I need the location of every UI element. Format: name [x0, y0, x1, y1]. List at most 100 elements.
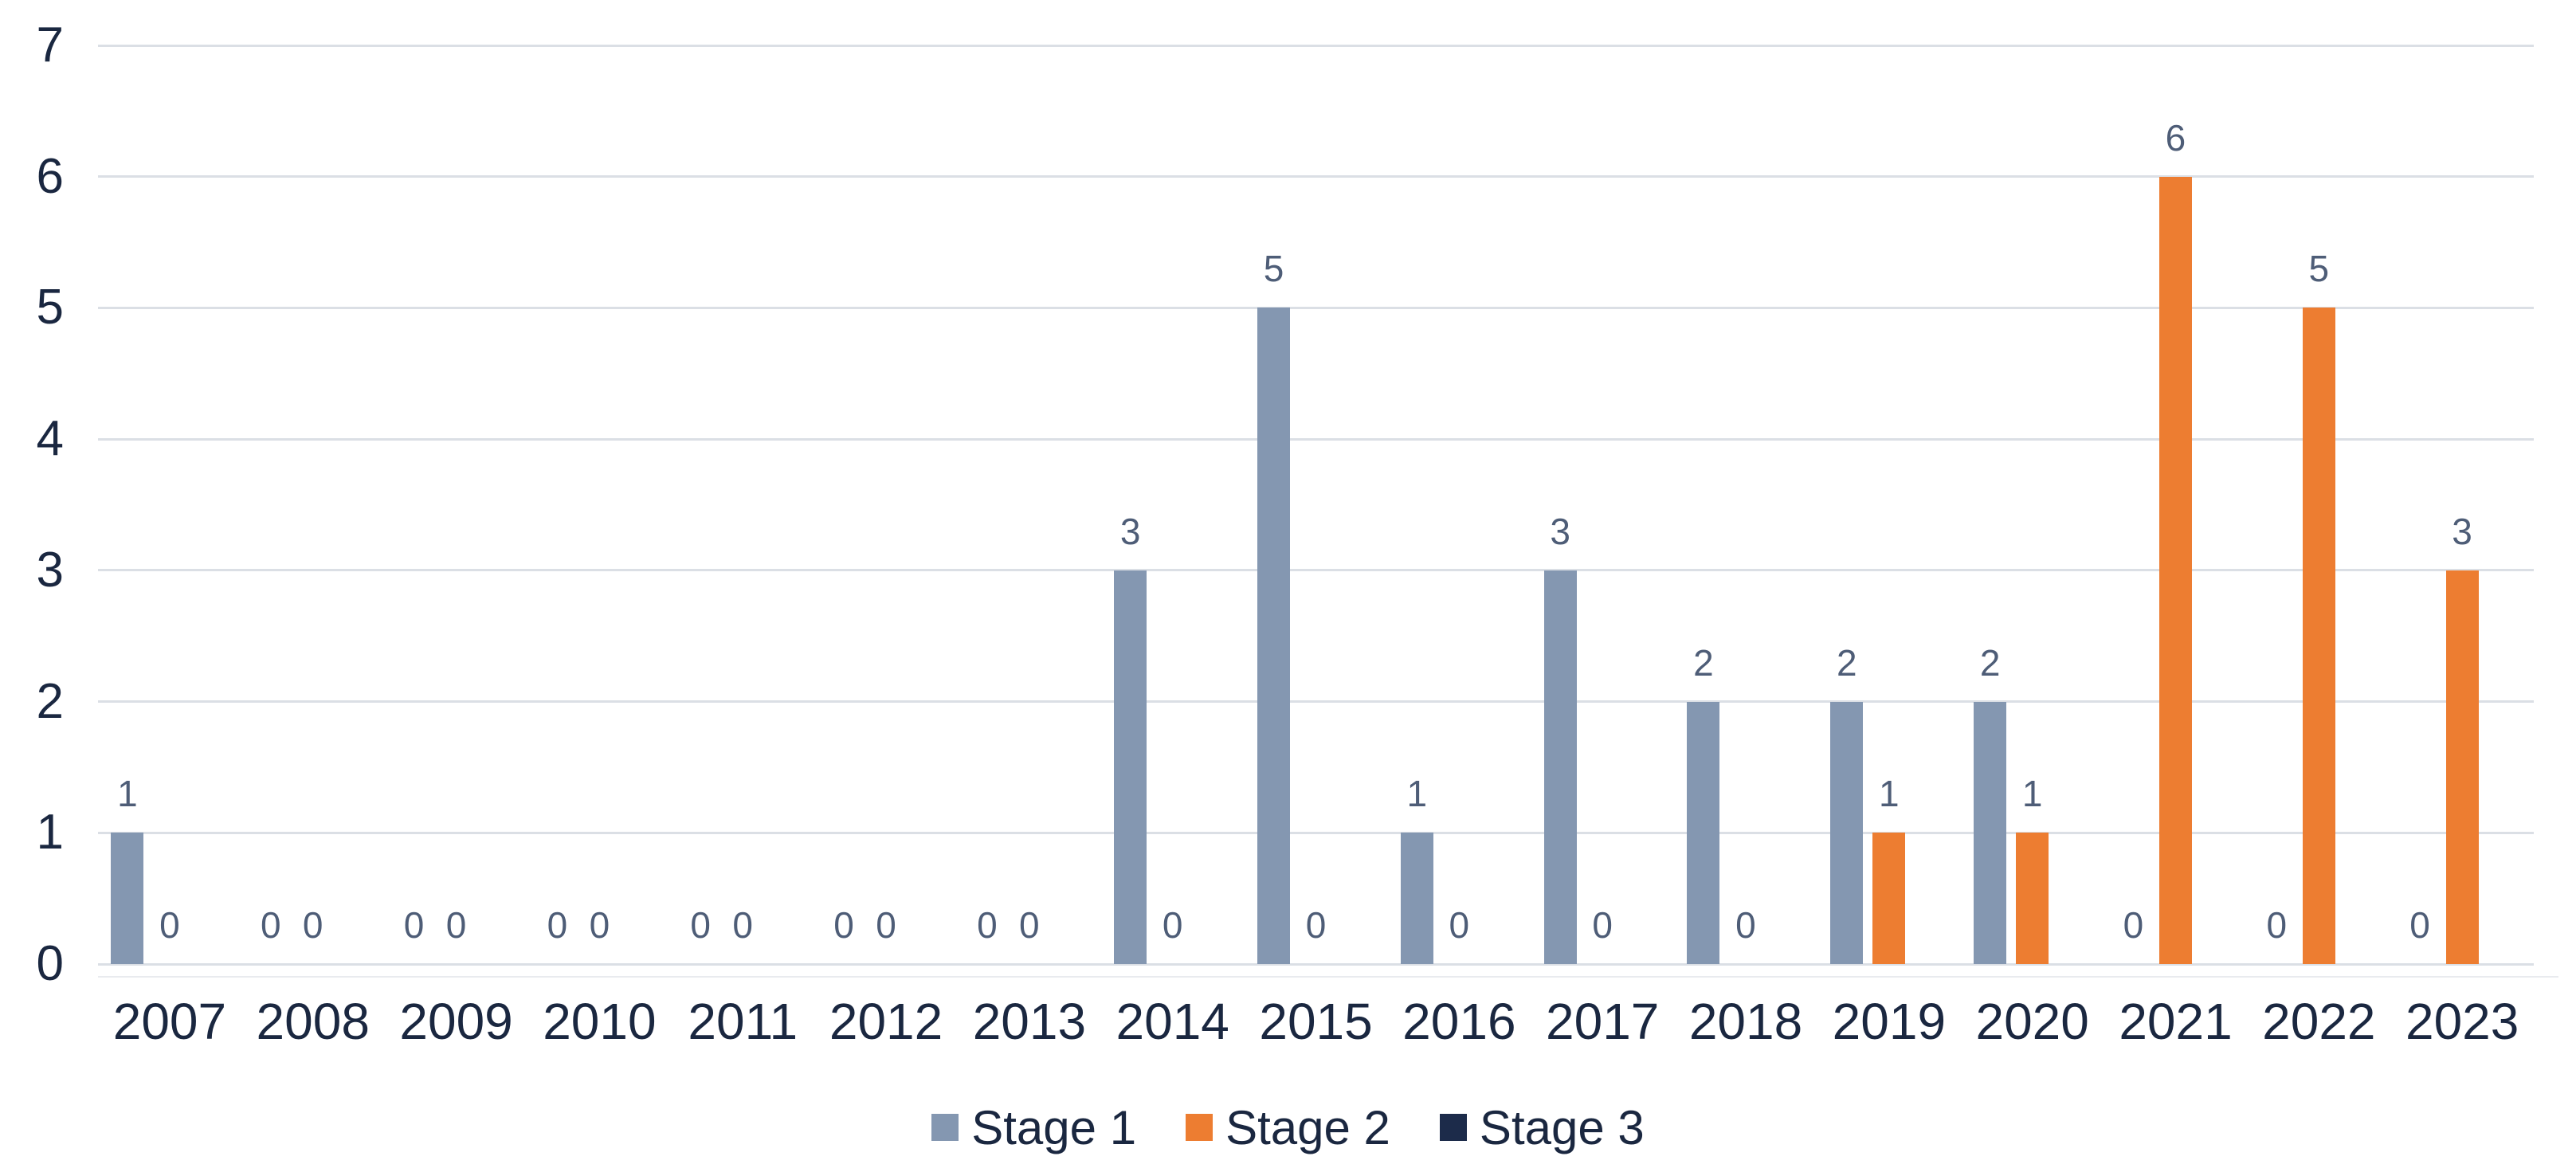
gridline-y-6 [98, 175, 2534, 178]
data-label-stage-1-2022: 0 [2266, 904, 2288, 946]
data-label-stage-1-2021: 0 [2123, 904, 2144, 946]
bar-stage-2-2023 [2445, 570, 2479, 964]
y-axis: 0 1 2 3 4 5 6 7 [0, 0, 64, 1168]
data-label-stage-1-2019: 2 [1837, 641, 1857, 684]
legend-item-stage-1: Stage 1 [931, 1100, 1136, 1155]
data-label-stage-2-2010: 0 [589, 904, 610, 946]
x-axis-line [98, 976, 2558, 978]
legend-swatch-stage-2 [1186, 1114, 1214, 1141]
bar-stage-1-2015 [1257, 308, 1290, 964]
y-axis-tick-label: 1 [36, 805, 64, 860]
data-label-stage-1-2012: 0 [833, 904, 854, 946]
legend: Stage 1 Stage 2 Stage 3 [0, 1099, 2576, 1155]
x-axis-tick-label-2017: 2017 [1546, 993, 1660, 1050]
y-axis-tick-label: 4 [36, 411, 64, 467]
x-axis-tick-label-2014: 2014 [1115, 993, 1229, 1050]
x-axis-tick-label-2016: 2016 [1402, 993, 1516, 1050]
data-label-stage-2-2014: 0 [1162, 904, 1183, 946]
data-label-stage-2-2016: 0 [1449, 904, 1470, 946]
bar-stage-2-2020 [2016, 833, 2049, 964]
bar-stage-2-2019 [1872, 833, 1906, 964]
x-axis-tick-label-2019: 2019 [1832, 993, 1947, 1050]
x-axis-tick-label-2021: 2021 [2119, 993, 2233, 1050]
legend-label-stage-3: Stage 3 [1479, 1100, 1645, 1154]
legend-item-stage-2: Stage 2 [1186, 1100, 1390, 1155]
data-label-stage-2-2015: 0 [1305, 904, 1327, 946]
data-label-stage-1-2023: 0 [2409, 904, 2430, 946]
legend-swatch-stage-3 [1439, 1114, 1467, 1141]
bar-stage-1-2007 [111, 833, 144, 964]
y-axis-tick-label: 3 [36, 542, 64, 598]
y-axis-tick-label: 5 [36, 280, 64, 335]
data-label-stage-2-2023: 3 [2452, 510, 2472, 552]
x-axis-tick-label-2020: 2020 [1975, 993, 2089, 1050]
data-label-stage-2-2020: 1 [2021, 773, 2043, 815]
data-label-stage-1-2015: 5 [1263, 248, 1284, 290]
gridline-y-0 [98, 962, 2534, 966]
data-label-stage-2-2017: 0 [1592, 904, 1613, 946]
data-label-stage-1-2018: 2 [1693, 641, 1714, 684]
data-label-stage-2-2013: 0 [1019, 904, 1040, 946]
gridline-y-5 [98, 306, 2534, 309]
data-label-stage-1-2016: 1 [1406, 773, 1428, 815]
data-label-stage-1-2014: 3 [1119, 510, 1141, 552]
data-label-stage-1-2013: 0 [977, 904, 998, 946]
data-label-stage-2-2007: 0 [159, 904, 180, 946]
x-axis-tick-label-2007: 2007 [112, 993, 227, 1050]
x-axis-tick-label-2008: 2008 [256, 993, 370, 1050]
y-axis-tick-label: 7 [36, 18, 64, 73]
bar-stage-1-2016 [1400, 833, 1433, 964]
gridline-y-2 [98, 700, 2534, 704]
bar-stage-2-2021 [2158, 176, 2192, 964]
x-axis-tick-label-2018: 2018 [1688, 993, 1803, 1050]
data-label-stage-2-2012: 0 [876, 904, 896, 946]
x-axis-tick-label-2022: 2022 [2262, 993, 2376, 1050]
data-label-stage-2-2021: 6 [2165, 116, 2186, 159]
x-axis: 2007 2008 2009 2010 2011 2012 2013 2014 2015 2016… [98, 990, 2534, 1066]
bar-stage-1-2020 [1974, 701, 2007, 964]
data-label-stage-1-2020: 2 [1979, 641, 2001, 684]
data-label-stage-1-2017: 3 [1550, 510, 1570, 552]
bar-stage-1-2018 [1687, 701, 1720, 964]
bar-stage-1-2019 [1830, 701, 1864, 964]
data-label-stage-2-2009: 0 [445, 904, 467, 946]
data-label-stage-1-2008: 0 [260, 904, 281, 946]
x-axis-tick-label-2023: 2023 [2405, 993, 2519, 1050]
x-axis-tick-label-2012: 2012 [829, 993, 943, 1050]
data-label-stage-2-2022: 5 [2308, 248, 2330, 290]
legend-item-stage-3: Stage 3 [1439, 1100, 1645, 1155]
data-label-stage-2-2008: 0 [302, 904, 323, 946]
bar-stage-1-2014 [1114, 570, 1147, 964]
data-label-stage-1-2009: 0 [403, 904, 425, 946]
gridline-y-1 [98, 831, 2534, 834]
gridline-y-7 [98, 44, 2534, 47]
data-label-stage-2-2011: 0 [732, 904, 753, 946]
data-label-stage-1-2011: 0 [690, 904, 711, 946]
x-axis-tick-label-2013: 2013 [972, 993, 1087, 1050]
y-axis-tick-label: 0 [36, 936, 64, 991]
gridline-y-4 [98, 437, 2534, 441]
data-label-stage-1-2010: 0 [547, 904, 568, 946]
x-axis-tick-label-2010: 2010 [543, 993, 657, 1050]
bar-stage-2-2022 [2302, 308, 2335, 964]
legend-swatch-stage-1 [931, 1114, 959, 1141]
x-axis-tick-label-2011: 2011 [688, 993, 798, 1050]
